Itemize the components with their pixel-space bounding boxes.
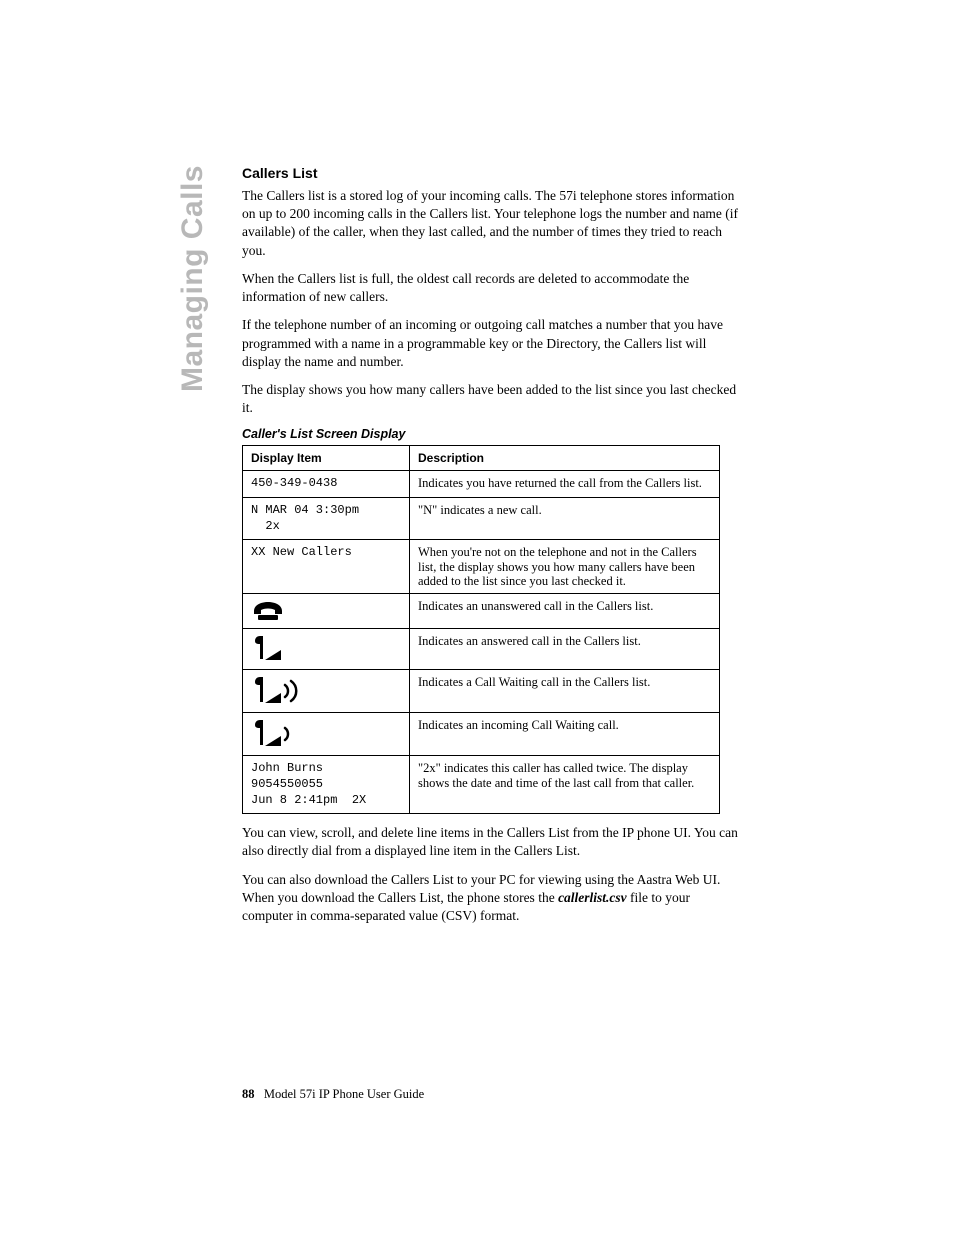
table-header-item: Display Item [243, 446, 410, 471]
body-paragraph: The Callers list is a stored log of your… [242, 187, 744, 260]
table-row: Indicates an answered call in the Caller… [243, 629, 720, 670]
description-cell: Indicates an answered call in the Caller… [410, 629, 720, 670]
page-footer: 88 Model 57i IP Phone User Guide [242, 1087, 424, 1102]
sub-heading: Caller's List Screen Display [242, 427, 744, 441]
guide-title: Model 57i IP Phone User Guide [264, 1087, 424, 1101]
table-row: John Burns 9054550055 Jun 8 2:41pm 2X "2… [243, 756, 720, 814]
table-row: N MAR 04 3:30pm 2x "N" indicates a new c… [243, 498, 720, 540]
phone-off-hook-icon [243, 629, 410, 670]
table-header-desc: Description [410, 446, 720, 471]
description-cell: "N" indicates a new call. [410, 498, 720, 540]
description-cell: Indicates you have returned the call fro… [410, 471, 720, 498]
call-waiting-single-wave-icon [243, 713, 410, 756]
section-heading: Callers List [242, 165, 744, 181]
table-row: Indicates an incoming Call Waiting call. [243, 713, 720, 756]
display-item-cell: N MAR 04 3:30pm 2x [243, 498, 410, 540]
body-paragraph: When the Callers list is full, the oldes… [242, 270, 744, 306]
callers-list-table: Display Item Description 450-349-0438 In… [242, 445, 720, 814]
description-cell: "2x" indicates this caller has called tw… [410, 756, 720, 814]
display-item-cell: John Burns 9054550055 Jun 8 2:41pm 2X [243, 756, 410, 814]
display-item-cell: XX New Callers [243, 540, 410, 594]
filename-text: callerlist.csv [558, 890, 627, 905]
call-waiting-double-wave-icon [243, 670, 410, 713]
table-header-row: Display Item Description [243, 446, 720, 471]
description-cell: Indicates a Call Waiting call in the Cal… [410, 670, 720, 713]
page: Managing Calls Callers List The Callers … [0, 0, 954, 1235]
description-cell: Indicates an unanswered call in the Call… [410, 594, 720, 629]
table-row: XX New Callers When you're not on the te… [243, 540, 720, 594]
description-cell: Indicates an incoming Call Waiting call. [410, 713, 720, 756]
body-paragraph: You can view, scroll, and delete line it… [242, 824, 744, 860]
side-section-label: Managing Calls [176, 0, 210, 165]
body-paragraph: If the telephone number of an incoming o… [242, 316, 744, 371]
page-number: 88 [242, 1087, 255, 1101]
body-paragraph: The display shows you how many callers h… [242, 381, 744, 417]
table-row: 450-349-0438 Indicates you have returned… [243, 471, 720, 498]
content: Callers List The Callers list is a store… [242, 165, 744, 925]
body-paragraph: You can also download the Callers List t… [242, 871, 744, 926]
table-row: Indicates an unanswered call in the Call… [243, 594, 720, 629]
description-cell: When you're not on the telephone and not… [410, 540, 720, 594]
display-item-cell: 450-349-0438 [243, 471, 410, 498]
phone-on-hook-icon [243, 594, 410, 629]
table-row: Indicates a Call Waiting call in the Cal… [243, 670, 720, 713]
